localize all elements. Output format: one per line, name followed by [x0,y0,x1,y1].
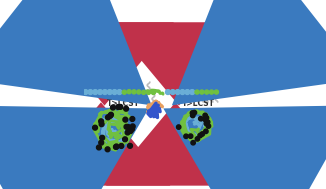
Circle shape [118,105,123,109]
Circle shape [128,129,133,133]
Circle shape [146,90,151,94]
Circle shape [112,90,117,94]
Circle shape [200,90,204,94]
Circle shape [106,115,111,120]
Circle shape [205,90,209,94]
Circle shape [108,113,112,118]
Text: T>LCST: T>LCST [107,99,140,108]
Circle shape [180,90,185,94]
Circle shape [195,90,199,94]
Circle shape [113,145,118,149]
Circle shape [123,117,128,122]
Circle shape [203,113,207,118]
Circle shape [204,129,208,133]
Circle shape [99,140,104,145]
Circle shape [124,124,129,129]
Circle shape [205,120,210,124]
Circle shape [124,106,128,111]
Circle shape [188,134,193,138]
Circle shape [109,112,113,117]
Circle shape [122,90,126,94]
Text: T>LCST: T>LCST [182,99,215,108]
Circle shape [114,144,119,149]
Circle shape [111,105,115,110]
Circle shape [191,141,195,145]
Circle shape [190,113,195,118]
Circle shape [184,134,188,139]
Circle shape [130,126,135,131]
Circle shape [132,90,136,94]
Circle shape [93,90,98,94]
Circle shape [190,111,195,115]
Circle shape [125,130,130,135]
Circle shape [123,137,127,142]
Circle shape [176,125,181,129]
Circle shape [88,90,93,94]
Circle shape [117,90,122,94]
Circle shape [151,90,156,94]
Circle shape [210,90,214,94]
Circle shape [198,133,202,138]
Circle shape [127,143,132,148]
Circle shape [175,90,180,94]
Circle shape [126,125,130,129]
Circle shape [83,90,88,94]
Circle shape [127,90,131,94]
Circle shape [105,147,110,152]
Circle shape [137,90,141,94]
Circle shape [130,117,135,121]
Circle shape [200,132,204,136]
Circle shape [99,122,104,127]
Circle shape [141,90,146,94]
Circle shape [100,135,105,140]
Circle shape [130,124,135,129]
Circle shape [93,125,97,130]
Circle shape [185,90,190,94]
Circle shape [190,90,195,94]
Circle shape [116,105,121,109]
Circle shape [107,90,112,94]
Circle shape [99,119,104,124]
Circle shape [119,143,124,148]
Circle shape [206,124,211,128]
Circle shape [192,110,197,115]
Circle shape [96,145,101,150]
Circle shape [199,116,203,121]
Circle shape [195,137,200,141]
Circle shape [204,116,209,120]
Circle shape [166,90,170,94]
Circle shape [202,117,207,121]
Circle shape [204,121,209,126]
Circle shape [129,126,134,131]
Circle shape [102,90,107,94]
Circle shape [98,90,102,94]
Circle shape [215,90,218,94]
Circle shape [170,90,175,94]
